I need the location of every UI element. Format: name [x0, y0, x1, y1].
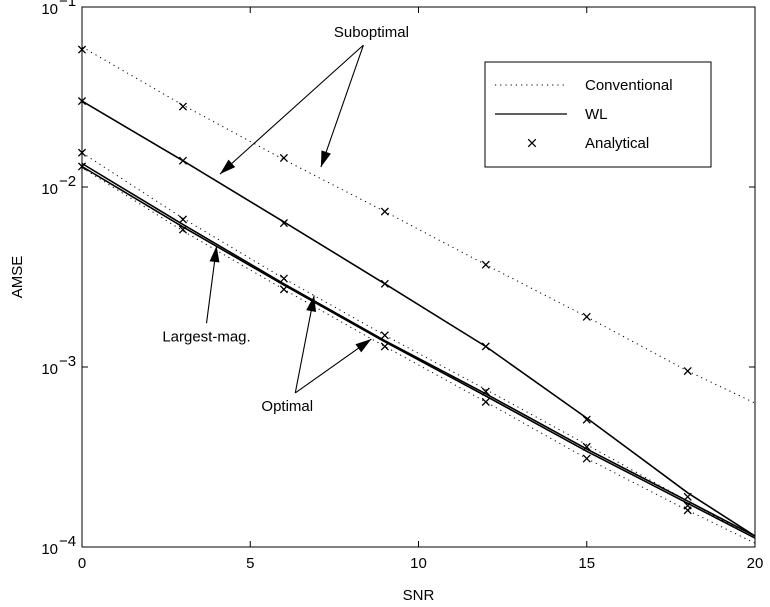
analytical-marker [582, 415, 591, 424]
x-axis-label: SNR [403, 587, 435, 604]
legend: Conventional WL Analytical [484, 61, 712, 168]
analytical-marker [683, 492, 692, 501]
x-tick-label: 0 [78, 555, 86, 572]
annotation-arrow-head [219, 159, 236, 175]
legend-analytical-swatch [527, 138, 537, 148]
analytical-marker [178, 215, 188, 224]
annotation-arrow-shaft [294, 295, 315, 394]
analytical-marker [582, 442, 591, 451]
analytical-marker [178, 102, 188, 111]
series-layer [81, 46, 756, 544]
series-wl-optimal-line [81, 165, 756, 539]
annotation-arrow-head [355, 339, 372, 353]
analytical-marker [380, 331, 389, 340]
series-wl-largest-mag-line [81, 162, 756, 537]
annotation-arrow-shaft [320, 44, 364, 168]
x-tick-label: 15 [578, 555, 595, 572]
y-tick-label: 10 [41, 1, 58, 18]
y-tick-exponent: −3 [59, 353, 76, 370]
analytical-marker [582, 312, 591, 321]
analytical-marker [481, 342, 490, 351]
y-tick-label: 10 [41, 541, 58, 558]
series-wl-suboptimal-line [81, 100, 756, 537]
annotation-layer: Suboptimal Largest-mag. Optimal [162, 24, 409, 415]
legend-wl-label: WL [585, 106, 608, 123]
y-tick-exponent: −4 [59, 533, 76, 550]
series-conventional-suboptimal-line [81, 46, 756, 404]
y-tick-exponent: −2 [59, 173, 76, 190]
analytical-marker [380, 342, 389, 351]
y-tick-label: 10 [41, 361, 58, 378]
annotation-arrow-shaft [219, 44, 364, 175]
y-tick-label: 10 [41, 181, 58, 198]
analytical-marker [279, 274, 288, 283]
analytical-marker [683, 506, 692, 515]
annotation-arrow-head [209, 246, 220, 263]
analytical-marker [178, 225, 188, 234]
series-conventional-largest-mag-line [81, 152, 756, 539]
annotation-optimal-label: Optimal [261, 398, 313, 415]
analytical-marker [481, 397, 490, 406]
annotation-suboptimal-label: Suboptimal [334, 24, 409, 41]
analytical-marker [178, 156, 188, 165]
analytical-marker [481, 387, 490, 396]
legend-analytical-label: Analytical [585, 135, 649, 152]
x-tick-label: 10 [410, 555, 427, 572]
analytical-marker [582, 454, 591, 463]
legend-conventional-label: Conventional [585, 77, 673, 94]
annotation-arrow-head [306, 295, 317, 313]
analytical-marker [279, 219, 288, 228]
y-tick-exponent: −1 [59, 0, 76, 10]
annotation-arrow-head [320, 150, 331, 168]
analytical-marker [380, 279, 389, 288]
x-tick-label: 5 [246, 555, 254, 572]
analytical-marker [481, 260, 490, 269]
annotation-largest-mag-label: Largest-mag. [162, 328, 250, 345]
analytical-marker [683, 366, 692, 376]
analytical-marker [380, 207, 389, 216]
y-axis-label: AMSE [9, 256, 26, 299]
analytical-marker [279, 153, 288, 163]
x-tick-label: 20 [747, 555, 764, 572]
analytical-marker [279, 285, 288, 294]
